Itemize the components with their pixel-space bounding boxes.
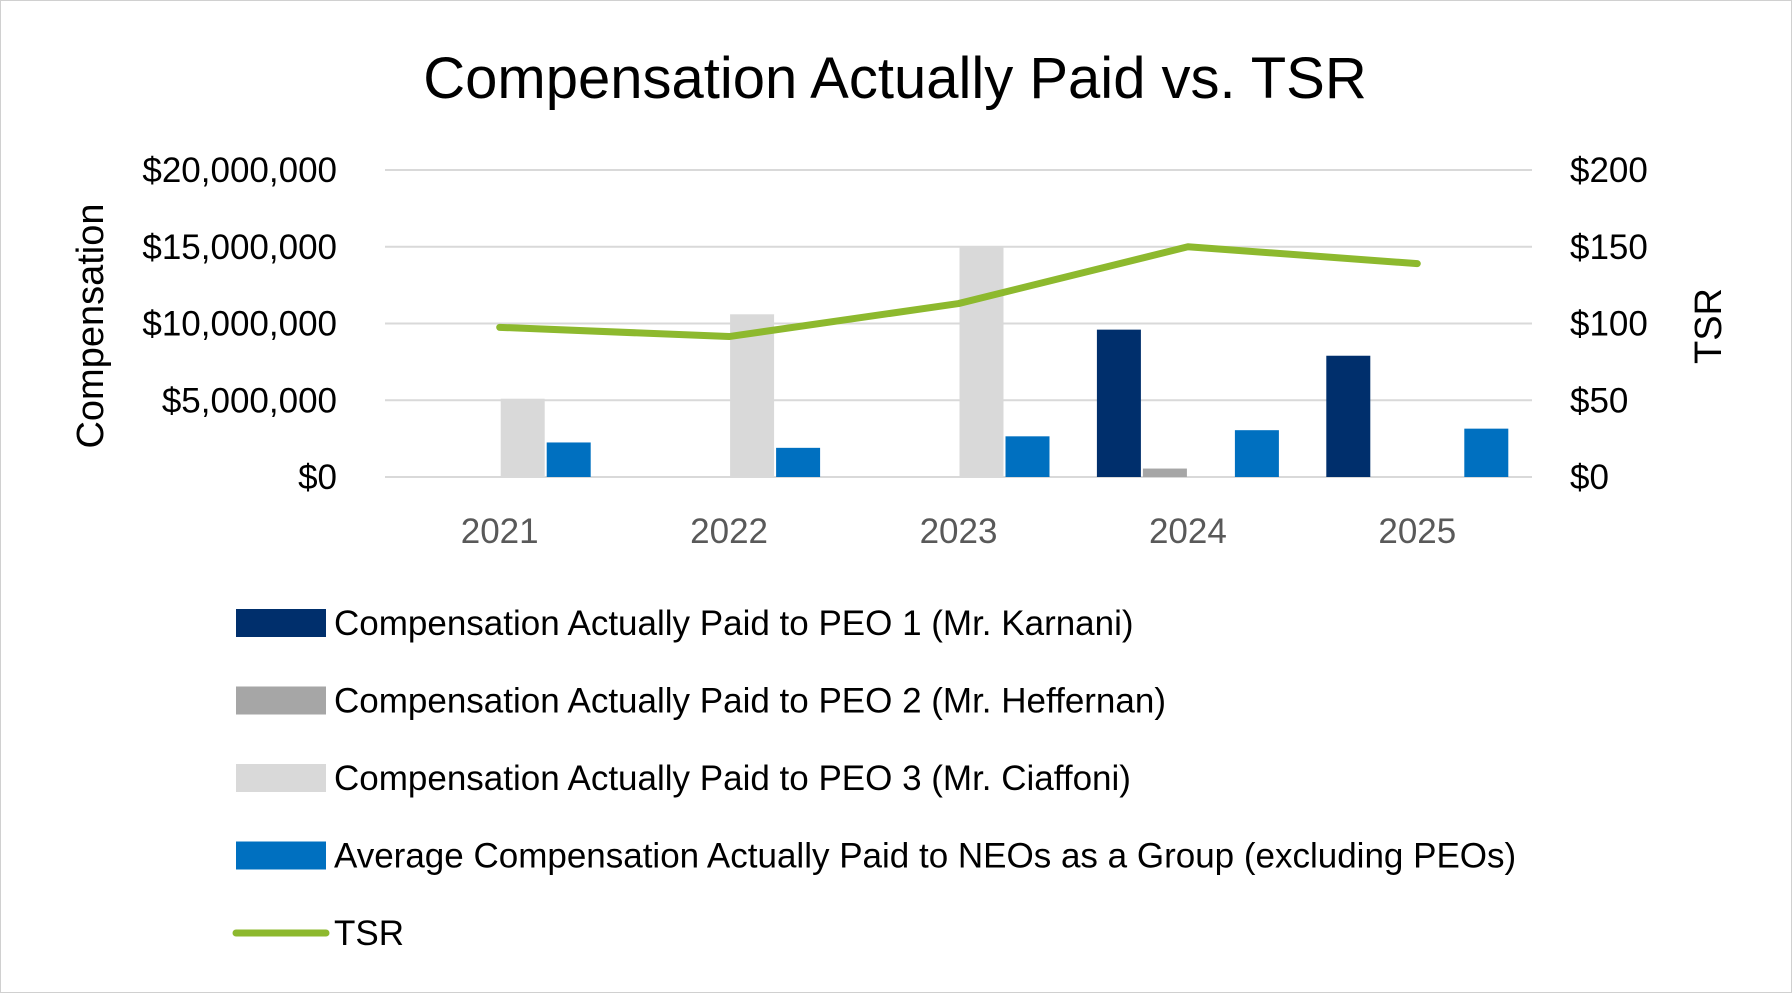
bar-2021-s3	[500, 398, 545, 477]
x-axis-ticks: 2021 2022 2023 2024 2025	[461, 512, 1456, 551]
bar-2023-s3	[959, 246, 1004, 477]
legend-swatch	[236, 841, 326, 870]
y-tick-label: $20,000,000	[142, 151, 337, 190]
bar-2022-s4	[776, 447, 821, 477]
left-axis-ticks: $0 $5,000,000 $10,000,000 $15,000,000 $20,00…	[142, 151, 337, 497]
x-tick-label: 2025	[1378, 512, 1456, 551]
bar-2025-s4	[1464, 428, 1509, 477]
chart-title: Compensation Actually Paid vs. TSR	[423, 46, 1367, 111]
tsr-line-group	[496, 243, 1421, 341]
legend: Compensation Actually Paid to PEO 1 (Mr.…	[232, 604, 1516, 953]
bar-2023-s4	[1005, 436, 1050, 477]
bar-2021-s4	[546, 442, 591, 477]
x-tick-label: 2023	[920, 512, 998, 551]
legend-swatch	[236, 764, 326, 792]
legend-label: Compensation Actually Paid to PEO 3 (Mr.…	[334, 759, 1131, 798]
legend-label: TSR	[334, 914, 404, 953]
x-tick-label: 2024	[1149, 512, 1227, 551]
y2-axis-label: TSR	[1688, 288, 1730, 364]
legend-label: Compensation Actually Paid to PEO 2 (Mr.…	[334, 682, 1166, 721]
bar-2024-s1	[1096, 329, 1141, 477]
x-tick-label: 2022	[690, 512, 768, 551]
bar-2025-s1	[1326, 355, 1371, 477]
legend-label: Compensation Actually Paid to PEO 1 (Mr.…	[334, 604, 1134, 643]
y2-tick-label: $200	[1570, 151, 1648, 190]
bar-2024-s4	[1234, 430, 1279, 477]
y-tick-label: $10,000,000	[142, 305, 337, 344]
y2-tick-label: $100	[1570, 305, 1648, 344]
y2-tick-label: $150	[1570, 228, 1648, 267]
bar-2024-s2	[1142, 468, 1187, 477]
legend-swatch	[236, 686, 326, 715]
legend-swatch	[236, 609, 326, 637]
bar-2022-s3	[730, 314, 775, 477]
legend-label: Average Compensation Actually Paid to NE…	[334, 837, 1516, 876]
y2-tick-label: $0	[1570, 458, 1609, 497]
y-axis-label: Compensation	[70, 203, 112, 448]
bars	[500, 246, 1509, 477]
x-tick-label: 2021	[461, 512, 539, 551]
y-tick-label: $15,000,000	[142, 228, 337, 267]
y2-tick-label: $50	[1570, 381, 1628, 420]
y-tick-label: $5,000,000	[162, 381, 337, 420]
y-tick-label: $0	[298, 458, 337, 497]
right-axis-ticks: $0 $50 $100 $150 $200	[1570, 151, 1648, 497]
